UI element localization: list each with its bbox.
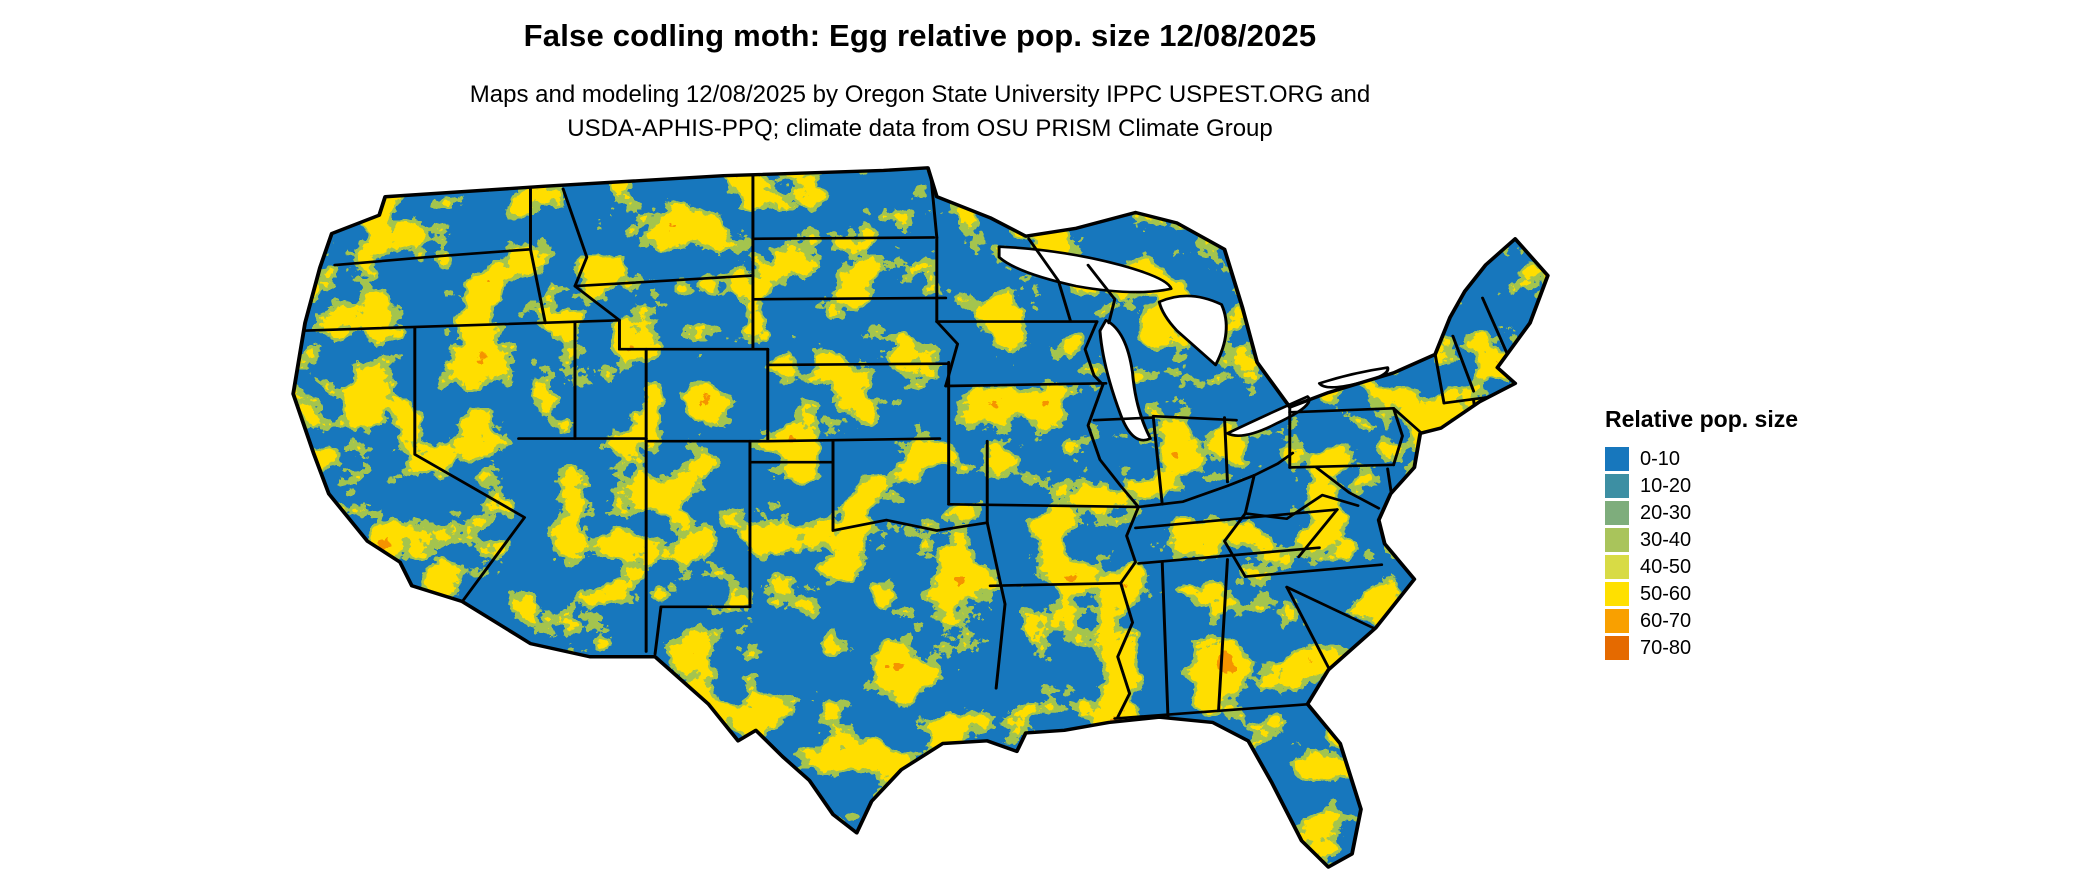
legend-swatch-10-20 <box>1605 474 1629 498</box>
legend-label-10-20: 10-20 <box>1640 474 1692 497</box>
legend-item: 40-50 <box>1605 555 1798 579</box>
legend-swatch-50-60 <box>1605 582 1629 606</box>
hotspot-texture <box>293 167 1548 868</box>
legend-swatch-40-50 <box>1605 555 1629 579</box>
legend-label-60-70: 60-70 <box>1640 609 1692 632</box>
legend-label-0-10: 0-10 <box>1640 447 1681 470</box>
hotspot-texture-layer <box>293 167 1548 868</box>
legend-swatch-70-80 <box>1605 636 1629 660</box>
legend-item: 30-40 <box>1605 528 1798 552</box>
legend-label-40-50: 40-50 <box>1640 555 1692 578</box>
legend-item: 60-70 <box>1605 609 1798 633</box>
legend-swatch-0-10 <box>1605 447 1629 471</box>
legend-swatch-20-30 <box>1605 501 1629 525</box>
legend: Relative pop. size 0-10 10-20 20-30 30-4… <box>1605 406 1798 663</box>
legend-label-70-80: 70-80 <box>1640 636 1692 659</box>
us-outline <box>291 166 1550 869</box>
legend-swatch-60-70 <box>1605 609 1629 633</box>
map-header: False codling moth: Egg relative pop. si… <box>0 0 1840 146</box>
legend-title: Relative pop. size <box>1605 406 1799 432</box>
attribution-line-2: USDA-APHIS-PPQ; climate data from OSU PR… <box>567 115 1273 142</box>
us-map <box>291 166 1550 869</box>
map-attribution: Maps and modeling 12/08/2025 by Oregon S… <box>0 78 1840 146</box>
map-container <box>268 156 1573 892</box>
legend-item: 10-20 <box>1605 474 1798 498</box>
lake-huron <box>1157 294 1228 367</box>
legend-label-30-40: 30-40 <box>1640 528 1692 551</box>
legend-swatch-30-40 <box>1605 528 1629 552</box>
legend-item: 20-30 <box>1605 501 1798 525</box>
page-title: False codling moth: Egg relative pop. si… <box>523 18 1317 53</box>
legend-item: 0-10 <box>1605 447 1798 471</box>
legend-label-20-30: 20-30 <box>1640 501 1692 524</box>
legend-item: 50-60 <box>1605 582 1798 606</box>
lake-michigan <box>1098 318 1152 442</box>
attribution-line-1: Maps and modeling 12/08/2025 by Oregon S… <box>469 81 1371 108</box>
legend-label-50-60: 50-60 <box>1640 582 1692 605</box>
legend-item: 70-80 <box>1605 636 1798 660</box>
